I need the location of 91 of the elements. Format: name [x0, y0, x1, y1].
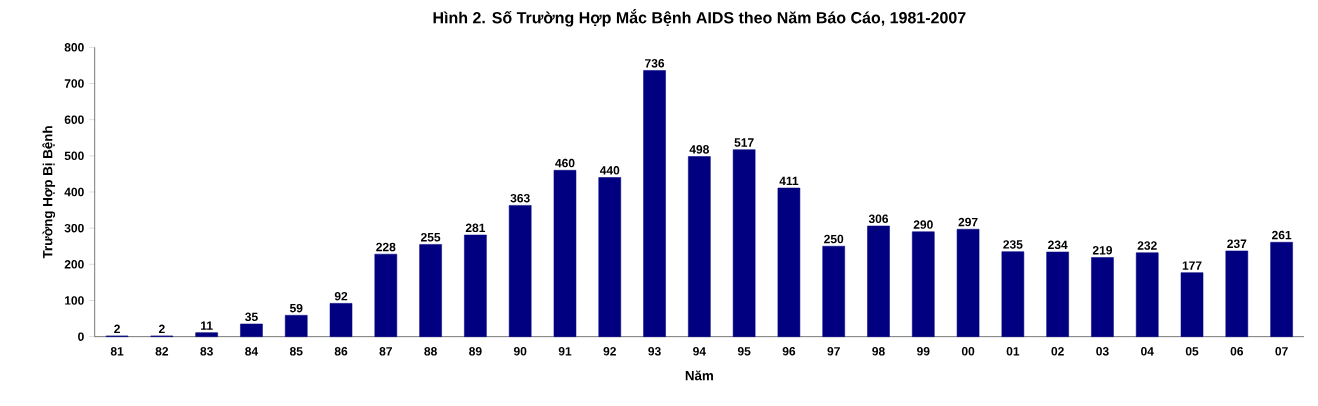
x-tick-label: 88 — [424, 347, 437, 356]
y-tick-label: 100 — [65, 296, 84, 305]
bar — [777, 187, 801, 337]
bar — [688, 156, 711, 337]
bar — [329, 303, 353, 337]
bar — [1001, 251, 1025, 337]
data-label: 440 — [599, 166, 620, 175]
x-tick-label: 82 — [155, 347, 169, 356]
x-tick-label: 93 — [648, 347, 661, 356]
x-tick-label: 84 — [245, 347, 259, 356]
bar — [1225, 250, 1249, 337]
chart-title: Hình 2. Số Trường Hợp Mắc Bệnh AIDS theo Năm Báo Cáo, 1981-2007 — [433, 9, 966, 27]
x-tick-label: 95 — [737, 347, 751, 356]
data-label: 59 — [289, 303, 303, 313]
x-tick-label: 02 — [1051, 347, 1064, 356]
x-tick-label: 00 — [961, 347, 975, 356]
data-label: 736 — [645, 59, 665, 68]
x-tick-label: 04 — [1141, 347, 1154, 356]
bar — [284, 315, 308, 337]
y-tick-label: 600 — [64, 115, 84, 124]
data-label: 232 — [1137, 241, 1157, 250]
bar — [1046, 251, 1069, 337]
x-tick-label: 07 — [1275, 347, 1288, 356]
y-tick-label: 0 — [78, 332, 84, 341]
x-tick-label: 90 — [513, 347, 527, 356]
x-tick-label: 85 — [289, 347, 303, 356]
x-tick-label: 86 — [334, 347, 348, 356]
x-tick-label: 83 — [200, 347, 213, 356]
x-tick-label: 92 — [603, 347, 616, 356]
data-label: 219 — [1092, 246, 1113, 255]
x-tick-label: 06 — [1230, 347, 1244, 356]
data-label: 235 — [1003, 240, 1023, 249]
bar — [419, 244, 442, 337]
bar — [956, 228, 980, 337]
y-axis-title: Trường Hợp Bị Bệnh — [42, 126, 56, 259]
y-tick-label: 700 — [64, 79, 84, 88]
data-label: 517 — [734, 138, 754, 147]
x-tick-label: 81 — [110, 347, 124, 356]
x-axis-title: Năm — [685, 370, 713, 381]
data-label: 255 — [421, 233, 441, 242]
data-label: 281 — [465, 223, 486, 233]
x-tick-label: 01 — [1006, 347, 1020, 356]
bar — [643, 70, 666, 337]
bar — [598, 177, 622, 337]
data-label: 237 — [1227, 239, 1247, 248]
bar — [1091, 257, 1114, 337]
data-label: 177 — [1182, 261, 1202, 270]
data-label: 234 — [1048, 240, 1068, 250]
bar — [732, 149, 756, 337]
bar — [240, 323, 263, 337]
x-tick-label: 98 — [872, 347, 885, 356]
x-tick-label: 87 — [379, 347, 392, 356]
data-label: 2 — [158, 324, 165, 333]
x-tick-label: 03 — [1096, 347, 1109, 356]
y-tick-label: 500 — [64, 151, 84, 161]
bar — [912, 231, 935, 337]
data-label: 92 — [334, 291, 348, 301]
data-label: 290 — [913, 220, 933, 229]
bar — [553, 170, 577, 337]
data-label: 250 — [824, 234, 844, 244]
data-label: 297 — [958, 217, 978, 227]
data-label: 460 — [555, 158, 575, 168]
bar — [464, 234, 487, 337]
x-tick-label: 91 — [558, 347, 572, 356]
data-label: 11 — [201, 321, 213, 330]
y-tick-label: 800 — [64, 43, 84, 52]
bar — [1180, 272, 1204, 337]
y-tick-label: 200 — [64, 260, 84, 269]
x-tick-label: 94 — [693, 347, 706, 356]
bar — [195, 332, 218, 337]
bar — [1135, 252, 1159, 337]
data-label: 261 — [1272, 230, 1292, 240]
data-label: 363 — [510, 193, 530, 203]
x-tick-label: 89 — [469, 347, 482, 356]
data-label: 35 — [245, 312, 258, 322]
bar — [822, 245, 845, 337]
data-label: 2 — [114, 324, 120, 333]
x-tick-label: 96 — [782, 347, 796, 356]
data-label: 306 — [868, 214, 889, 224]
bar — [1270, 241, 1293, 337]
x-tick-label: 99 — [917, 347, 930, 356]
data-label: 411 — [779, 176, 799, 186]
bar — [374, 253, 398, 337]
data-label: 228 — [376, 242, 396, 252]
y-tick-label: 400 — [64, 187, 84, 197]
y-tick-label: 300 — [64, 223, 84, 233]
x-tick-label: 05 — [1185, 347, 1199, 356]
bar — [867, 225, 890, 337]
x-tick-label: 97 — [827, 347, 840, 356]
bar — [508, 205, 532, 337]
data-label: 498 — [689, 145, 709, 154]
